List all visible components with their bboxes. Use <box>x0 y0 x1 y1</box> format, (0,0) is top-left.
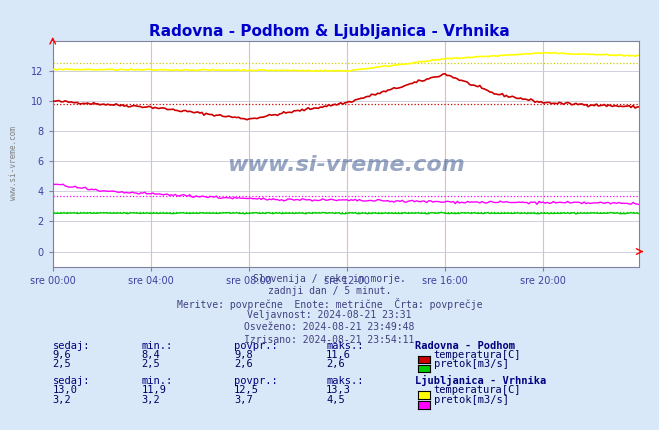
Text: sedaj:: sedaj: <box>53 341 90 351</box>
Text: temperatura[C]: temperatura[C] <box>434 350 521 360</box>
Text: maks.:: maks.: <box>326 375 364 386</box>
Text: temperatura[C]: temperatura[C] <box>434 385 521 396</box>
Text: min.:: min.: <box>142 375 173 386</box>
Text: pretok[m3/s]: pretok[m3/s] <box>434 395 509 405</box>
Text: 12,5: 12,5 <box>234 385 259 396</box>
Text: Ljubljanica - Vrhnika: Ljubljanica - Vrhnika <box>415 375 546 386</box>
Text: Izrisano: 2024-08-21 23:54:11: Izrisano: 2024-08-21 23:54:11 <box>244 335 415 344</box>
Text: Osveženo: 2024-08-21 23:49:48: Osveženo: 2024-08-21 23:49:48 <box>244 322 415 332</box>
Text: 13,0: 13,0 <box>53 385 78 396</box>
Text: 11,9: 11,9 <box>142 385 167 396</box>
Text: Radovna - Podhom & Ljubljanica - Vrhnika: Radovna - Podhom & Ljubljanica - Vrhnika <box>149 24 510 39</box>
Text: 9,6: 9,6 <box>53 350 71 360</box>
Text: 2,6: 2,6 <box>234 359 252 369</box>
Text: 3,7: 3,7 <box>234 395 252 405</box>
Text: povpr.:: povpr.: <box>234 375 277 386</box>
Text: min.:: min.: <box>142 341 173 351</box>
Text: povpr.:: povpr.: <box>234 341 277 351</box>
Text: www.si-vreme.com: www.si-vreme.com <box>227 155 465 175</box>
Text: 3,2: 3,2 <box>142 395 160 405</box>
Text: 13,3: 13,3 <box>326 385 351 396</box>
Text: Veljavnost: 2024-08-21 23:31: Veljavnost: 2024-08-21 23:31 <box>247 310 412 320</box>
Text: Slovenija / reke in morje.: Slovenija / reke in morje. <box>253 274 406 284</box>
Text: www.si-vreme.com: www.si-vreme.com <box>9 126 18 200</box>
Text: pretok[m3/s]: pretok[m3/s] <box>434 359 509 369</box>
Text: Radovna - Podhom: Radovna - Podhom <box>415 341 515 351</box>
Text: sedaj:: sedaj: <box>53 375 90 386</box>
Text: 9,8: 9,8 <box>234 350 252 360</box>
Text: 3,2: 3,2 <box>53 395 71 405</box>
Text: 11,6: 11,6 <box>326 350 351 360</box>
Text: 2,5: 2,5 <box>142 359 160 369</box>
Text: 2,5: 2,5 <box>53 359 71 369</box>
Text: maks.:: maks.: <box>326 341 364 351</box>
Text: 4,5: 4,5 <box>326 395 345 405</box>
Text: 2,6: 2,6 <box>326 359 345 369</box>
Text: Meritve: povprečne  Enote: metrične  Črta: povprečje: Meritve: povprečne Enote: metrične Črta:… <box>177 298 482 310</box>
Text: 8,4: 8,4 <box>142 350 160 360</box>
Text: zadnji dan / 5 minut.: zadnji dan / 5 minut. <box>268 286 391 296</box>
